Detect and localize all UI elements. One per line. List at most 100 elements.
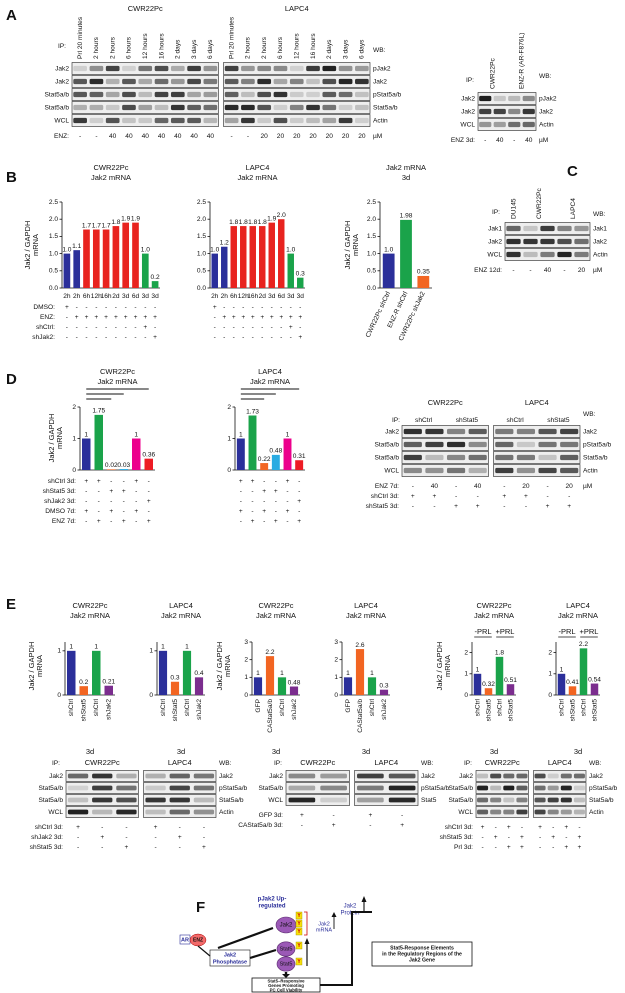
blot-band	[495, 441, 514, 448]
condition-mark: 40	[496, 137, 504, 144]
bar	[122, 222, 130, 288]
condition-mark: -	[481, 844, 483, 851]
bar	[230, 226, 237, 288]
condition-mark: +	[564, 844, 568, 851]
value-label: 1.8	[111, 219, 120, 226]
blot-band	[560, 809, 572, 815]
bar	[557, 673, 566, 695]
chart-title: 3d	[402, 173, 410, 182]
blot-band	[508, 121, 521, 128]
chart-title: Jak2 mRNA	[237, 173, 277, 182]
treatment-mark: -	[135, 518, 137, 525]
lane-label: 16 hours	[310, 33, 317, 59]
blot-band	[306, 91, 320, 98]
blot-band	[574, 238, 589, 245]
condition-mark: -	[512, 267, 514, 274]
x-tick-label: CAStat5a/b	[357, 699, 364, 733]
treatment-mark: +	[239, 508, 243, 515]
blot-band	[92, 773, 113, 779]
blot-band	[273, 104, 288, 111]
value-label: 1.0	[210, 246, 219, 253]
x-tick-label: shJak2	[291, 699, 298, 720]
blot-band	[493, 95, 506, 102]
treatment-mark: +	[262, 488, 266, 495]
lane-label: Prl 20 minutes	[228, 16, 235, 59]
row-label: Stat5a/b	[44, 91, 69, 98]
treatment-mark: +	[147, 518, 151, 525]
treatment-mark: -	[110, 498, 112, 505]
blot-band	[540, 238, 555, 245]
blot-band	[508, 108, 521, 115]
y-tick-label: 1	[464, 671, 468, 678]
blot-band	[289, 78, 304, 85]
blot-band	[105, 117, 120, 124]
condition-mark: -	[125, 824, 127, 831]
row-label: pStat5a/b	[583, 441, 612, 448]
blot-frame	[493, 425, 581, 438]
wb-label: WB:	[219, 760, 232, 767]
condition-name: shJak2 3d:	[31, 834, 63, 841]
blot-frame	[401, 425, 489, 438]
blot-band	[516, 809, 528, 815]
blot-band	[534, 797, 546, 803]
bar	[107, 469, 116, 470]
value-label: 1	[280, 670, 284, 677]
row-label: Stat5a/b	[38, 785, 63, 792]
treatment-mark: -	[115, 304, 117, 311]
blot-band	[523, 238, 538, 245]
annotation: +PRL	[580, 627, 599, 636]
condition-mark: +	[494, 834, 498, 841]
blot-band	[273, 117, 288, 124]
x-tick-label: shCtrl	[68, 698, 75, 716]
lane-label: LAPC4	[570, 198, 577, 219]
bar	[343, 677, 353, 695]
treatment-mark: -	[95, 334, 97, 341]
x-tick-label: CAStat5a/b	[267, 699, 274, 733]
bar	[92, 229, 100, 288]
blot-band	[89, 91, 104, 98]
condition-mark: -	[495, 824, 497, 831]
lane-label: 6 days	[207, 39, 214, 59]
blot-band	[289, 91, 304, 98]
blot-band	[257, 117, 272, 124]
treatment-mark: +	[297, 518, 301, 525]
treatment-mark: +	[97, 518, 101, 525]
blot-band	[538, 428, 557, 435]
blot-band	[425, 467, 444, 474]
group-label: CWR22Pc	[300, 758, 335, 767]
blot-frame	[401, 451, 489, 464]
blot-band	[273, 65, 288, 72]
blot-band	[355, 117, 369, 124]
treatment-mark: -	[148, 508, 150, 515]
blot-band	[138, 78, 153, 85]
treatment-mark: -	[242, 324, 244, 331]
condition-mark: -	[301, 822, 303, 829]
y-tick-label: 2.0	[49, 216, 58, 223]
treatment-mark: +	[274, 488, 278, 495]
blot-band	[503, 785, 515, 791]
treatment-mark: +	[104, 314, 108, 321]
blot-frame	[475, 806, 529, 818]
row-label: Stat5a/b	[258, 785, 283, 792]
condition-mark: -	[521, 824, 523, 831]
condition-unit: µM	[373, 133, 382, 140]
blot-band	[154, 78, 169, 85]
blot-frame	[354, 794, 419, 806]
blot-band	[257, 104, 272, 111]
elements-box	[371, 941, 473, 967]
treatment-mark: -	[66, 314, 68, 321]
protein-node	[276, 956, 296, 972]
condition-mark: +	[578, 834, 582, 841]
treatment-mark: -	[154, 324, 156, 331]
lane-label: 6 hours	[277, 36, 284, 59]
value-label: 1	[94, 644, 98, 651]
blot-band	[138, 91, 153, 98]
y-tick-label: 1	[57, 648, 61, 655]
blot-band	[187, 117, 201, 124]
treatment-mark: -	[76, 324, 78, 331]
treatment-mark: -	[271, 324, 273, 331]
blot-band	[516, 454, 536, 461]
bar	[67, 650, 76, 695]
panel-label: F	[196, 899, 205, 916]
blot-band	[557, 251, 572, 258]
